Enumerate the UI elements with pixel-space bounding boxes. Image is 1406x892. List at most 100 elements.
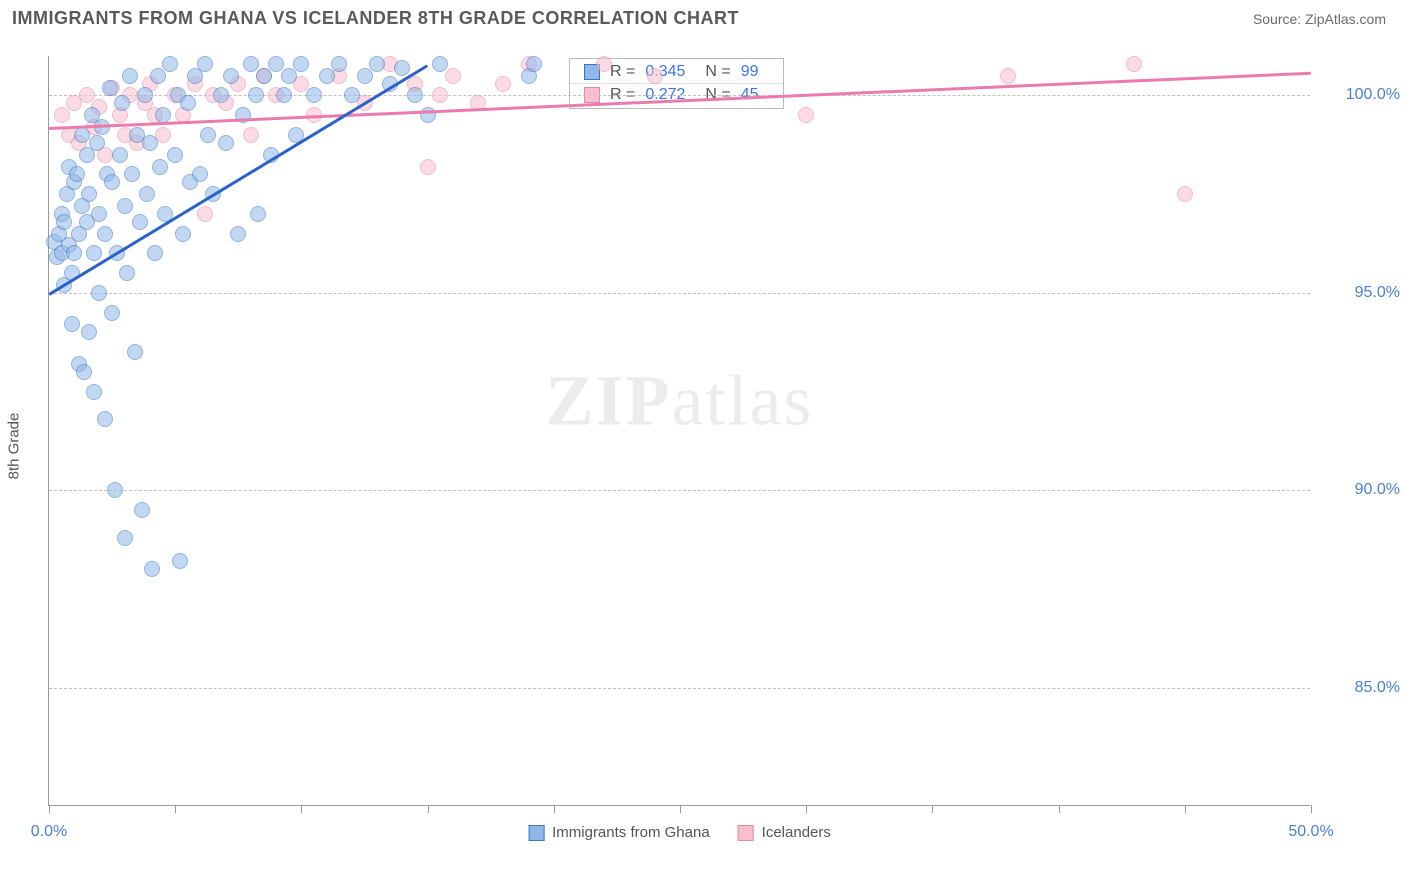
gridline-h (49, 490, 1310, 491)
data-point (112, 147, 128, 163)
data-point (420, 159, 436, 175)
data-point (306, 87, 322, 103)
data-point (369, 56, 385, 72)
data-point (56, 214, 72, 230)
data-point (81, 324, 97, 340)
data-point (74, 127, 90, 143)
y-tick-label: 100.0% (1320, 86, 1400, 104)
bottom-legend: Immigrants from Ghana Icelanders (528, 824, 831, 841)
data-point (81, 186, 97, 202)
data-point (175, 226, 191, 242)
data-point (344, 87, 360, 103)
data-point (223, 68, 239, 84)
data-point (293, 56, 309, 72)
data-point (1126, 56, 1142, 72)
data-point (97, 411, 113, 427)
data-point (445, 68, 461, 84)
chart-title: IMMIGRANTS FROM GHANA VS ICELANDER 8TH G… (12, 8, 739, 29)
data-point (69, 166, 85, 182)
x-tick (932, 805, 933, 813)
data-point (152, 159, 168, 175)
data-point (1000, 68, 1016, 84)
data-point (97, 226, 113, 242)
data-point (66, 245, 82, 261)
data-point (147, 245, 163, 261)
watermark-rest: atlas (672, 360, 814, 440)
x-tick (175, 805, 176, 813)
data-point (319, 68, 335, 84)
x-tick (301, 805, 302, 813)
n-label: N = (705, 63, 730, 81)
source-attribution: Source: ZipAtlas.com (1253, 11, 1386, 27)
data-point (218, 135, 234, 151)
data-point (122, 68, 138, 84)
data-point (114, 95, 130, 111)
data-point (200, 127, 216, 143)
legend-item-pink: Icelanders (738, 824, 831, 841)
chart-header: IMMIGRANTS FROM GHANA VS ICELANDER 8TH G… (0, 0, 1406, 37)
data-point (230, 226, 246, 242)
x-tick (680, 805, 681, 813)
data-point (798, 107, 814, 123)
x-tick-label: 50.0% (1288, 823, 1333, 841)
data-point (250, 206, 266, 222)
data-point (89, 135, 105, 151)
data-point (647, 68, 663, 84)
x-tick (1185, 805, 1186, 813)
gridline-h (49, 95, 1310, 96)
y-tick-label: 90.0% (1320, 481, 1400, 499)
data-point (119, 265, 135, 281)
data-point (142, 135, 158, 151)
data-point (139, 186, 155, 202)
x-tick (49, 805, 50, 813)
data-point (162, 56, 178, 72)
scatter-plot-area: ZIPatlas R = 0.345 N = 99 R = 0.272 N = … (48, 56, 1310, 806)
data-point (495, 76, 511, 92)
data-point (167, 147, 183, 163)
legend-label-pink: Icelanders (762, 824, 831, 841)
data-point (1177, 186, 1193, 202)
x-tick (806, 805, 807, 813)
legend-swatch-blue-icon (528, 825, 544, 841)
data-point (86, 384, 102, 400)
data-point (86, 245, 102, 261)
legend-swatch-pink-icon (738, 825, 754, 841)
data-point (180, 95, 196, 111)
data-point (432, 87, 448, 103)
legend-label-blue: Immigrants from Ghana (552, 824, 710, 841)
y-tick-label: 85.0% (1320, 679, 1400, 697)
data-point (137, 87, 153, 103)
data-point (134, 502, 150, 518)
data-point (331, 56, 347, 72)
data-point (117, 198, 133, 214)
source-label: Source: (1253, 11, 1305, 27)
data-point (281, 68, 297, 84)
data-point (144, 561, 160, 577)
gridline-h (49, 688, 1310, 689)
data-point (596, 56, 612, 72)
data-point (172, 553, 188, 569)
data-point (102, 80, 118, 96)
data-point (76, 364, 92, 380)
legend-item-blue: Immigrants from Ghana (528, 824, 710, 841)
data-point (91, 285, 107, 301)
data-point (213, 87, 229, 103)
data-point (192, 166, 208, 182)
y-tick-label: 95.0% (1320, 284, 1400, 302)
data-point (394, 60, 410, 76)
source-value: ZipAtlas.com (1305, 11, 1386, 27)
data-point (127, 344, 143, 360)
data-point (124, 166, 140, 182)
data-point (357, 68, 373, 84)
data-point (104, 305, 120, 321)
watermark-text: ZIPatlas (546, 359, 814, 442)
data-point (54, 107, 70, 123)
x-tick-label: 0.0% (31, 823, 67, 841)
watermark-bold: ZIP (546, 360, 672, 440)
data-point (104, 174, 120, 190)
n-value-blue: 99 (741, 63, 759, 81)
data-point (197, 206, 213, 222)
data-point (132, 214, 148, 230)
data-point (276, 87, 292, 103)
data-point (526, 56, 542, 72)
